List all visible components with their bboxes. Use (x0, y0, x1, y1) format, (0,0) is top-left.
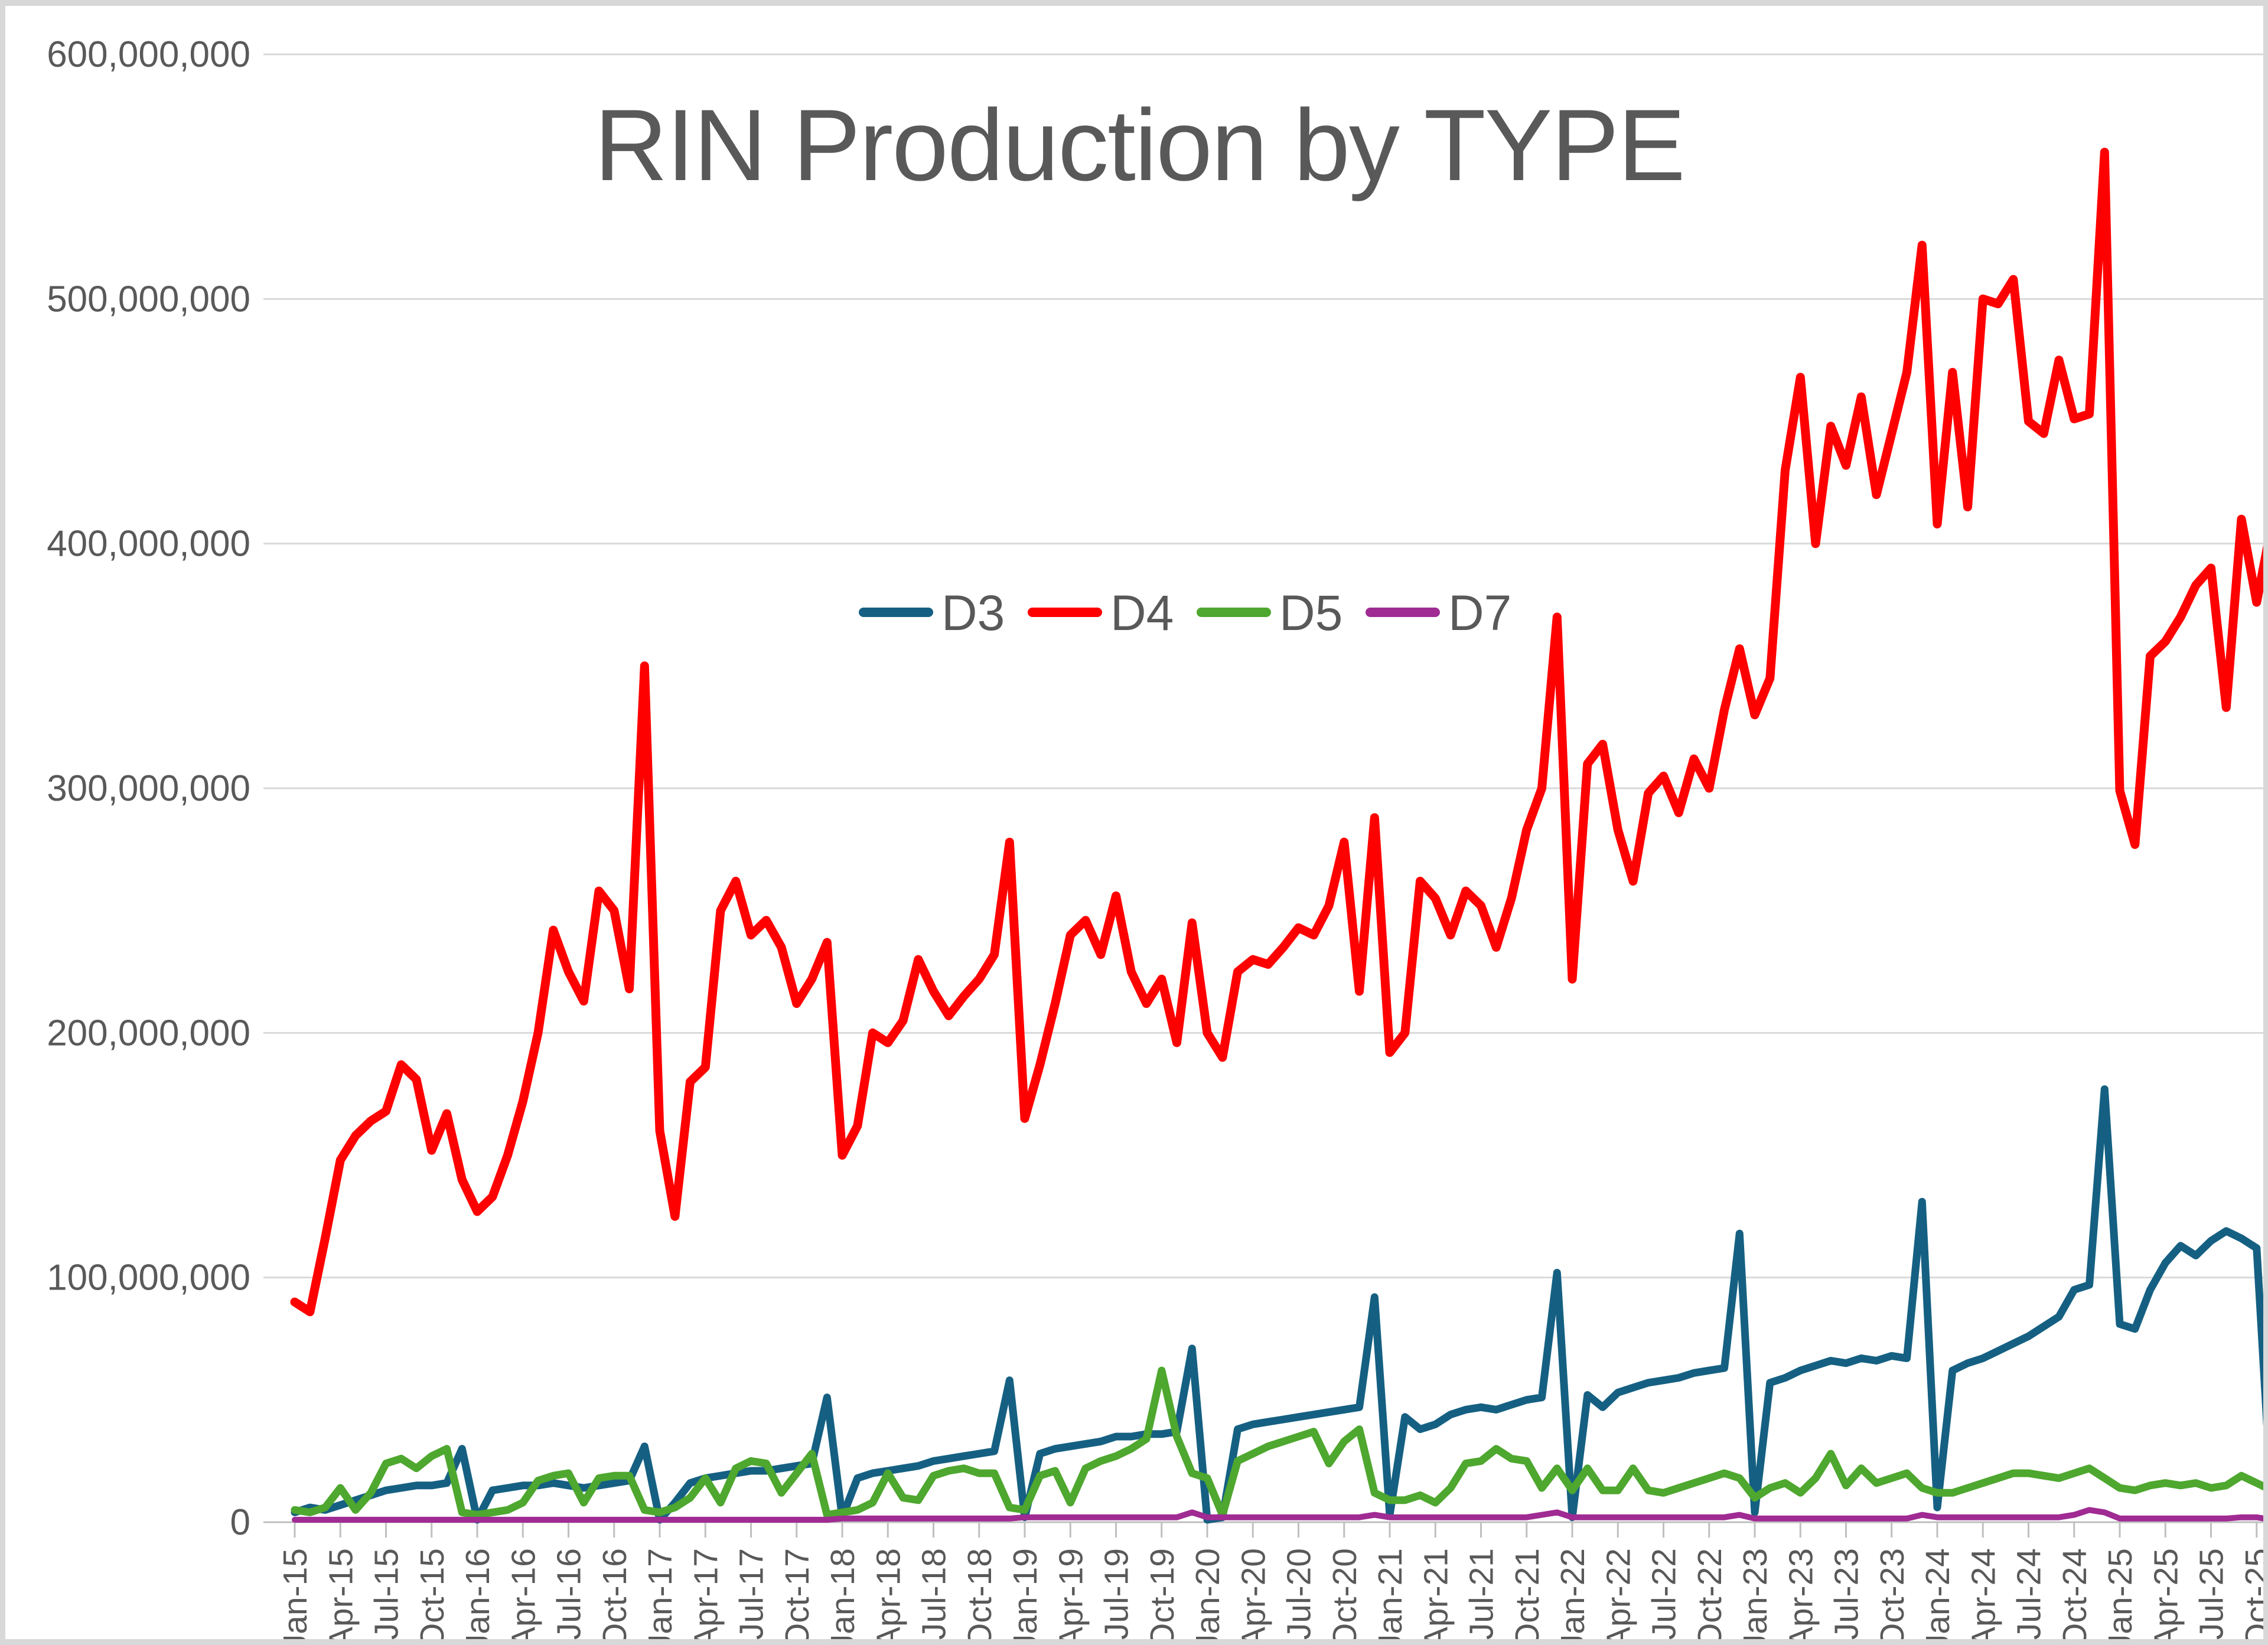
x-tick-label: Apr-15 (322, 1548, 360, 1639)
x-tick-label: Jan-25 (2101, 1548, 2139, 1639)
x-tick-label: Jul-18 (915, 1548, 953, 1639)
x-tick-label: Oct-17 (778, 1548, 816, 1639)
x-tick-label: Jul-20 (1280, 1548, 1318, 1639)
y-tick-label: 400,000,000 (47, 524, 250, 564)
x-tick-label: Jan-18 (824, 1548, 862, 1639)
x-tick-label: Jul-24 (2010, 1548, 2048, 1639)
x-tick-label: Apr-25 (2147, 1548, 2185, 1639)
x-tick-label: Apr-17 (687, 1548, 725, 1639)
x-tick-label: Jul-23 (1828, 1548, 1866, 1639)
x-tick-label: Oct-24 (2056, 1548, 2094, 1639)
chart-container[interactable]: 0 100,000,000 200,000,000 300,000,000 400,00… (5, 6, 2263, 1639)
x-tick-label: Oct-16 (596, 1548, 634, 1639)
y-tick-label: 0 (230, 1502, 250, 1543)
x-tick-label: Oct-20 (1326, 1548, 1364, 1639)
legend-swatch-d7 (1366, 608, 1440, 617)
legend: D3 D4 D5 D7 (859, 585, 1511, 641)
x-tick-label: Jan-22 (1554, 1548, 1592, 1639)
gridlines (263, 53, 2263, 1523)
x-tick-label: Apr-24 (1964, 1548, 2002, 1639)
x-tick-label: Apr-18 (869, 1548, 907, 1639)
x-tick-label: Jul-22 (1645, 1548, 1683, 1639)
x-tick-label: Apr-16 (504, 1548, 542, 1639)
legend-label-d7: D7 (1448, 585, 1511, 641)
series-line-d3[interactable] (291, 1085, 2263, 1524)
legend-swatch-d5 (1197, 608, 1271, 617)
x-tick-label: Jul-21 (1463, 1548, 1501, 1639)
legend-label-d5: D5 (1279, 585, 1342, 641)
x-tick-label: Jul-15 (368, 1548, 406, 1639)
legend-item-d3[interactable]: D3 (859, 585, 1005, 641)
x-tick-label: Apr-22 (1599, 1548, 1637, 1639)
x-tick-label: Oct-21 (1508, 1548, 1546, 1639)
y-tick-label: 500,000,000 (47, 279, 250, 319)
series-line-d4[interactable] (290, 148, 2263, 1317)
chart-canvas: 0 100,000,000 200,000,000 300,000,000 400,00… (47, 34, 2263, 1639)
x-tick-label: Oct-19 (1143, 1548, 1181, 1639)
x-tick-label: Jul-16 (550, 1548, 588, 1639)
chart-title: RIN Production by TYPE (594, 89, 1684, 202)
legend-label-d4: D4 (1110, 585, 1174, 641)
x-tick-label: Apr-21 (1417, 1548, 1455, 1639)
series-line-d7[interactable] (292, 1507, 2263, 1523)
x-tick-label: Jan-23 (1736, 1548, 1774, 1639)
x-tick-label: Oct-18 (961, 1548, 999, 1639)
y-tick-label: 300,000,000 (47, 768, 250, 809)
y-tick-label: 600,000,000 (47, 34, 250, 75)
x-tick-label: Apr-20 (1234, 1548, 1272, 1639)
series-line-d5[interactable] (291, 1366, 2263, 1519)
x-tick-label: Oct-22 (1691, 1548, 1729, 1639)
x-tick-label: Jan-24 (1919, 1548, 1957, 1639)
y-tick-label: 100,000,000 (47, 1258, 250, 1298)
legend-swatch-d3 (859, 608, 933, 617)
x-tick-label: Jan-15 (276, 1548, 314, 1639)
x-axis (263, 1521, 2263, 1538)
y-tick-label: 200,000,000 (47, 1013, 250, 1053)
legend-swatch-d4 (1028, 608, 1102, 617)
x-tick-label: Jan-16 (459, 1548, 497, 1639)
x-tick-label: Jul-17 (733, 1548, 771, 1639)
x-tick-label: Oct-15 (413, 1548, 451, 1639)
x-tick-label: Oct-25 (2238, 1548, 2263, 1639)
x-tick-label: Jan-21 (1371, 1548, 1409, 1639)
x-tick-label: Jul-19 (1098, 1548, 1136, 1639)
x-tick-label: Jul-25 (2193, 1548, 2231, 1639)
x-tick-label: Oct-23 (1873, 1548, 1911, 1639)
legend-label-d3: D3 (941, 585, 1005, 641)
series-lines (290, 148, 2263, 1524)
x-tick-label: Apr-19 (1052, 1548, 1090, 1639)
legend-item-d7[interactable]: D7 (1366, 585, 1511, 641)
x-axis-labels: Jan-15 Apr-15 Jul-15 Oct-15 Jan-16 Apr-16 Jul-… (276, 1548, 2263, 1639)
x-tick-label: Jan-20 (1189, 1548, 1227, 1639)
legend-item-d4[interactable]: D4 (1028, 585, 1174, 641)
x-tick-label: Apr-23 (1782, 1548, 1820, 1639)
legend-item-d5[interactable]: D5 (1197, 585, 1342, 641)
x-tick-label: Jan-19 (1006, 1548, 1044, 1639)
x-tick-label: Jan-17 (641, 1548, 679, 1639)
y-axis-labels: 0 100,000,000 200,000,000 300,000,000 400,00… (47, 34, 250, 1543)
